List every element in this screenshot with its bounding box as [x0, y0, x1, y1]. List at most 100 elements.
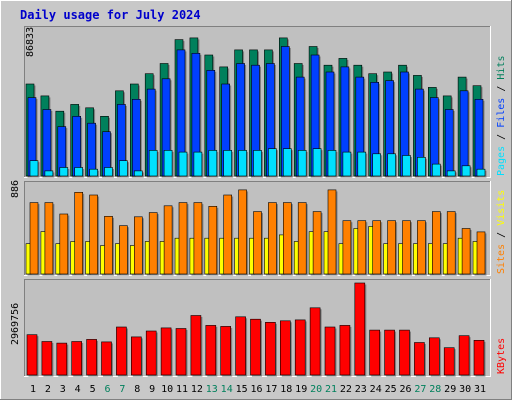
- bar-sites: [297, 202, 307, 275]
- bar-pages: [312, 148, 322, 177]
- bar-sites: [312, 211, 322, 275]
- bar-pages: [461, 165, 471, 177]
- x-tick-label: 26: [399, 384, 411, 395]
- bar-pages: [59, 167, 69, 177]
- bar-pages: [342, 151, 352, 177]
- bar-pages: [134, 170, 143, 177]
- bar-sites: [59, 213, 69, 275]
- bar-sites: [461, 228, 471, 275]
- bar-kbytes: [220, 326, 231, 376]
- x-tick-label: 8: [134, 384, 140, 395]
- bar-kbytes: [369, 329, 381, 376]
- x-tick-label: 22: [340, 384, 352, 395]
- x-tick-label: 19: [295, 384, 307, 395]
- legend-hits: Hits: [496, 56, 507, 80]
- x-tick-label: 12: [191, 384, 203, 395]
- bar-kbytes: [116, 326, 127, 376]
- svg-text:Sites / Visits: Sites / Visits: [496, 190, 507, 274]
- x-tick-label: 25: [385, 384, 397, 395]
- bar-pages: [208, 150, 218, 177]
- bar-kbytes: [473, 339, 485, 376]
- bars-sites-visits: [25, 189, 487, 276]
- bar-kbytes: [101, 341, 112, 376]
- bar-pages: [74, 167, 83, 177]
- bar-sites: [387, 220, 396, 275]
- bar-pages: [238, 150, 247, 177]
- bar-pages: [372, 153, 382, 177]
- bars-hits-files-pages: [25, 37, 487, 178]
- bar-sites: [253, 211, 262, 275]
- bar-sites: [163, 205, 173, 275]
- bar-sites: [417, 220, 426, 275]
- bar-pages: [297, 150, 307, 177]
- bar-kbytes: [458, 335, 470, 376]
- bar-sites: [44, 202, 54, 275]
- x-tick-label: 13: [206, 384, 218, 395]
- x-tick-label: 24: [370, 384, 382, 395]
- bar-pages: [282, 148, 292, 177]
- bar-pages: [417, 157, 426, 177]
- bar-kbytes: [190, 315, 202, 376]
- bar-kbytes: [145, 330, 157, 376]
- bar-sites: [431, 211, 441, 275]
- legend-sites: Sites: [496, 244, 507, 274]
- legend-pages: Pages: [496, 146, 507, 176]
- legend-visits: Visits: [496, 190, 507, 226]
- x-tick-label: 1: [30, 384, 36, 395]
- bar-pages: [476, 168, 486, 177]
- x-tick-label: 18: [280, 384, 292, 395]
- bar-pages: [387, 153, 396, 177]
- bar-pages: [44, 170, 54, 177]
- bar-kbytes: [294, 319, 306, 376]
- bar-pages: [148, 150, 158, 177]
- x-tick-label: 29: [444, 384, 456, 395]
- bar-sites: [327, 189, 337, 275]
- legend-files: Files: [496, 98, 507, 128]
- x-tick-label: 23: [355, 384, 367, 395]
- bar-kbytes: [428, 337, 440, 376]
- bar-sites: [119, 225, 128, 275]
- panel-hits-files-pages: 86833 Pages / Files / Hits: [24, 26, 507, 178]
- bar-pages: [446, 170, 456, 177]
- bar-sites: [282, 202, 292, 275]
- bar-pages: [89, 168, 98, 177]
- bar-sites: [446, 211, 456, 275]
- legend-kbytes: KBytes: [496, 338, 507, 374]
- svg-text:Pages / Files: Pages / Files / Hits: [496, 56, 507, 177]
- bar-kbytes: [324, 326, 336, 376]
- bar-pages: [119, 160, 128, 177]
- bar-kbytes: [160, 327, 172, 376]
- bar-files: [444, 109, 454, 177]
- bar-kbytes: [414, 342, 425, 376]
- bar-sites: [342, 220, 352, 275]
- x-tick-label: 20: [310, 384, 322, 395]
- bar-sites: [223, 194, 232, 275]
- bar-pages: [178, 151, 188, 177]
- y-max-label-kbytes: 2969756: [10, 303, 21, 345]
- panel-sites-visits: 886 Sites / Visits: [10, 180, 507, 276]
- bar-kbytes: [71, 341, 82, 376]
- bar-sites: [89, 194, 98, 275]
- bar-kbytes: [384, 329, 395, 376]
- x-tick-label: 3: [60, 384, 66, 395]
- bar-pages: [327, 150, 337, 177]
- bar-files: [132, 99, 141, 177]
- bar-kbytes: [86, 339, 97, 376]
- x-tick-label: 10: [161, 384, 173, 395]
- bar-sites: [29, 202, 39, 275]
- bar-files: [87, 122, 96, 177]
- y-max-label-sites: 886: [10, 180, 21, 198]
- bar-sites: [104, 216, 113, 275]
- legend-sep: /: [496, 86, 507, 92]
- bar-kbytes: [399, 329, 410, 376]
- bar-kbytes: [56, 342, 68, 376]
- bar-sites: [357, 220, 367, 275]
- bar-files: [72, 116, 81, 177]
- bar-sites: [402, 220, 411, 275]
- x-axis-day-labels: 1 2 3 4 5 6 7 8 9 10 11 12 13 14 15 16 17 18 19 20 21 22 23 24 2…: [30, 384, 486, 395]
- bar-pages: [163, 150, 173, 177]
- x-tick-label: 15: [236, 384, 248, 395]
- bar-pages: [268, 148, 277, 177]
- x-tick-label: 16: [250, 384, 262, 395]
